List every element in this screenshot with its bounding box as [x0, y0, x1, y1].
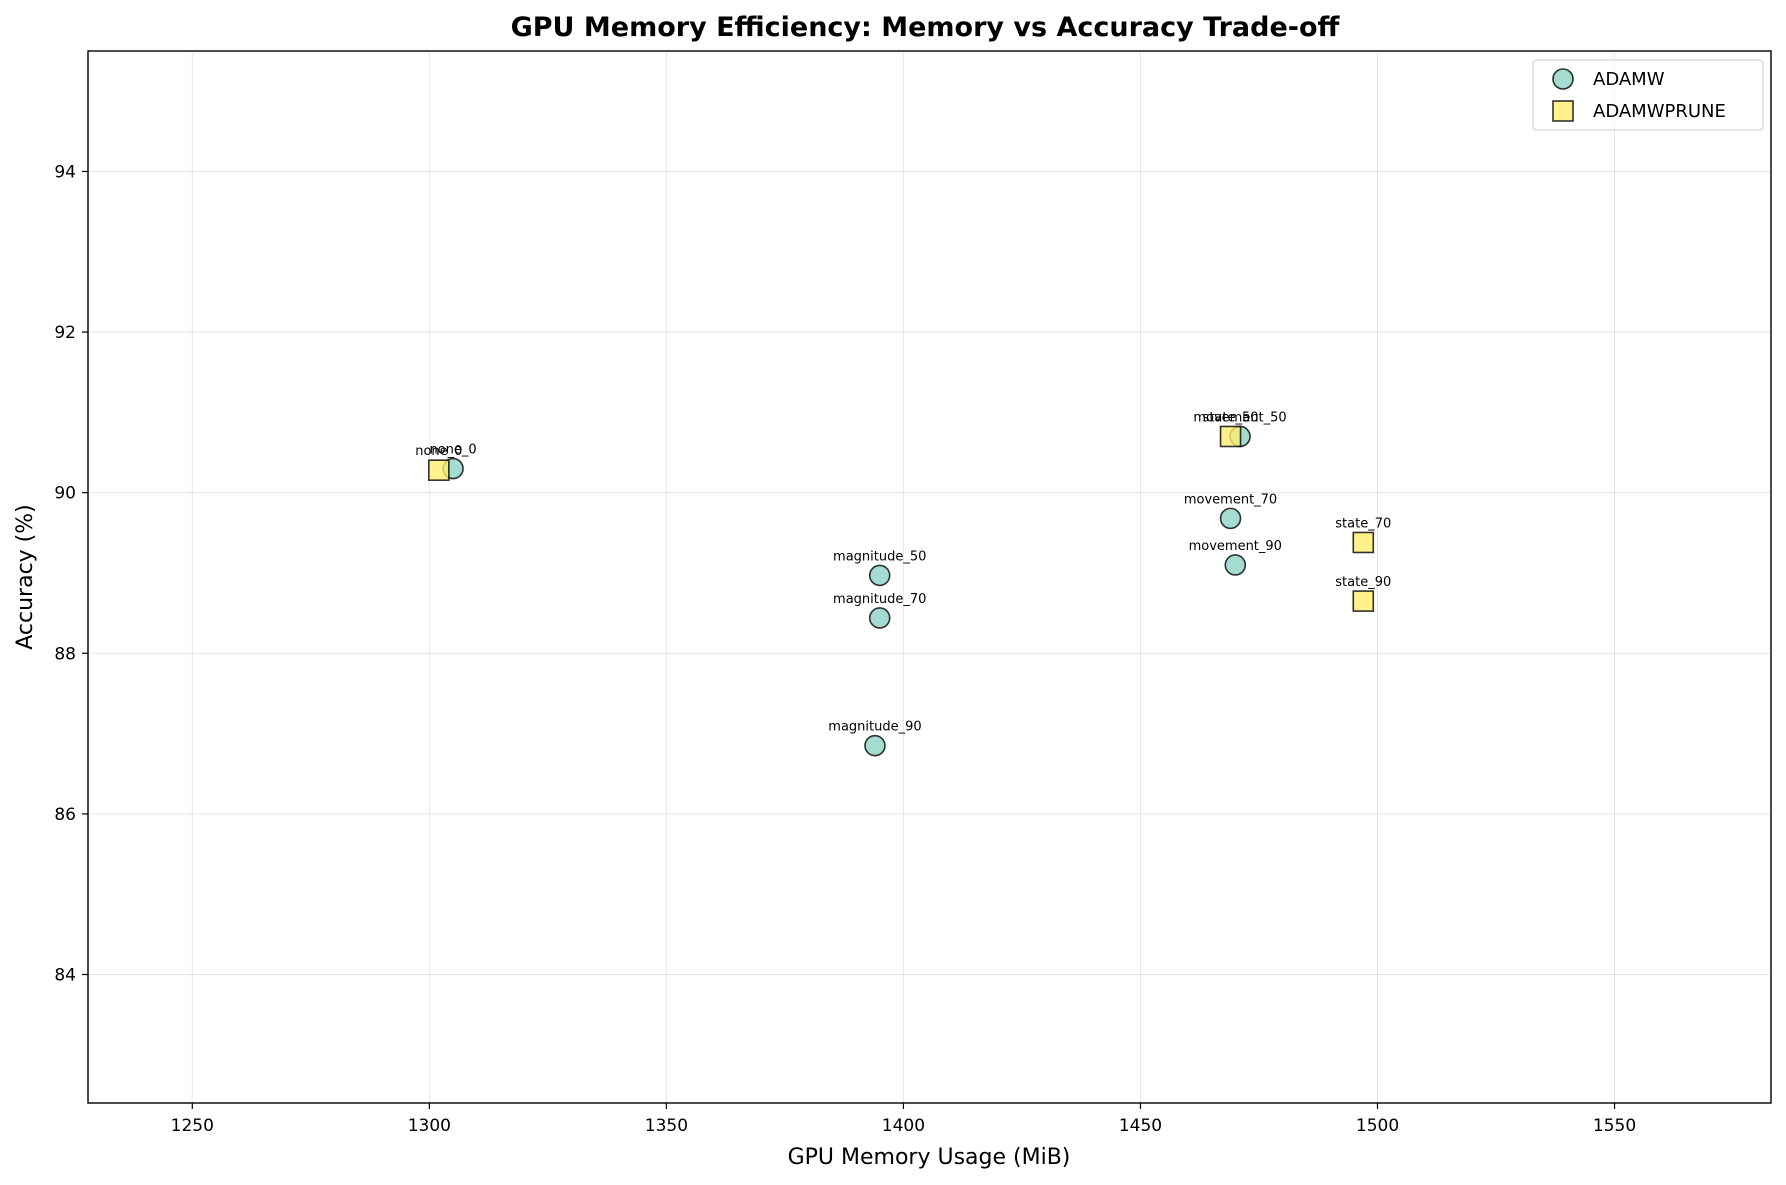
y-tick-label: 94 [54, 162, 76, 182]
data-point-label: none_0 [429, 443, 476, 458]
data-point [1352, 590, 1375, 612]
data-point-label: movement_70 [1184, 492, 1277, 507]
data-point [1352, 531, 1375, 554]
y-tick-label: 92 [54, 323, 76, 343]
legend-box [1532, 59, 1764, 131]
data-point-label: state_70 [1335, 516, 1391, 531]
legend-marker [1552, 100, 1574, 122]
x-tick-label: 1450 [1119, 1116, 1162, 1136]
x-tick-label: 1550 [1593, 1116, 1636, 1136]
data-point [428, 459, 450, 481]
data-point-label: none_0 [415, 444, 462, 459]
data-point-label: movement_90 [1189, 539, 1282, 554]
legend: ADAMW ADAMWPRUNE [1532, 59, 1764, 131]
legend-label: ADAMW [1593, 69, 1665, 90]
data-point-label: state_90 [1335, 575, 1391, 590]
data-point-label: state_50 [1203, 410, 1259, 425]
data-point [868, 564, 891, 587]
data-point [864, 734, 886, 757]
data-point-label: movement_50 [1193, 410, 1286, 425]
x-tick-label: 1500 [1356, 1116, 1399, 1136]
data-point [1224, 554, 1247, 576]
y-tick-label: 84 [54, 966, 76, 986]
legend-marker [1552, 68, 1574, 90]
data-point-label: magnitude_70 [833, 592, 926, 607]
data-point-label: magnitude_90 [828, 720, 921, 735]
grid-lines [88, 51, 1771, 1103]
y-tick-label: 90 [54, 484, 76, 504]
data-point [868, 607, 891, 629]
axis-ticks: 1250 1300 1350 1400 1450 1500 1550 84 86 88 90 92 94 [54, 162, 1636, 1136]
y-tick-label: 86 [54, 805, 76, 825]
series-adamwprune: none_0 state_50 state_70 state_90 [415, 410, 1391, 612]
x-tick-label: 1350 [645, 1116, 688, 1136]
series-adamw: none_0 magnitude_50 magnitude_70 magnitude_… [429, 410, 1287, 757]
data-points: none_0 magnitude_50 magnitude_70 magnitude_… [415, 410, 1391, 757]
y-tick-label: 88 [54, 644, 76, 664]
data-point-label: magnitude_50 [833, 549, 926, 564]
chart-title: GPU Memory Efficiency: Memory vs Accurac… [511, 12, 1341, 43]
x-axis-label: GPU Memory Usage (MiB) [788, 1145, 1071, 1170]
legend-label: ADAMWPRUNE [1593, 101, 1726, 122]
data-point [1219, 425, 1242, 448]
x-tick-label: 1300 [408, 1116, 451, 1136]
y-axis-label: Accuracy (%) [13, 504, 38, 650]
data-point [1219, 507, 1242, 530]
x-tick-label: 1400 [882, 1116, 925, 1136]
x-tick-label: 1250 [171, 1116, 214, 1136]
plot-frame [87, 50, 1772, 1104]
